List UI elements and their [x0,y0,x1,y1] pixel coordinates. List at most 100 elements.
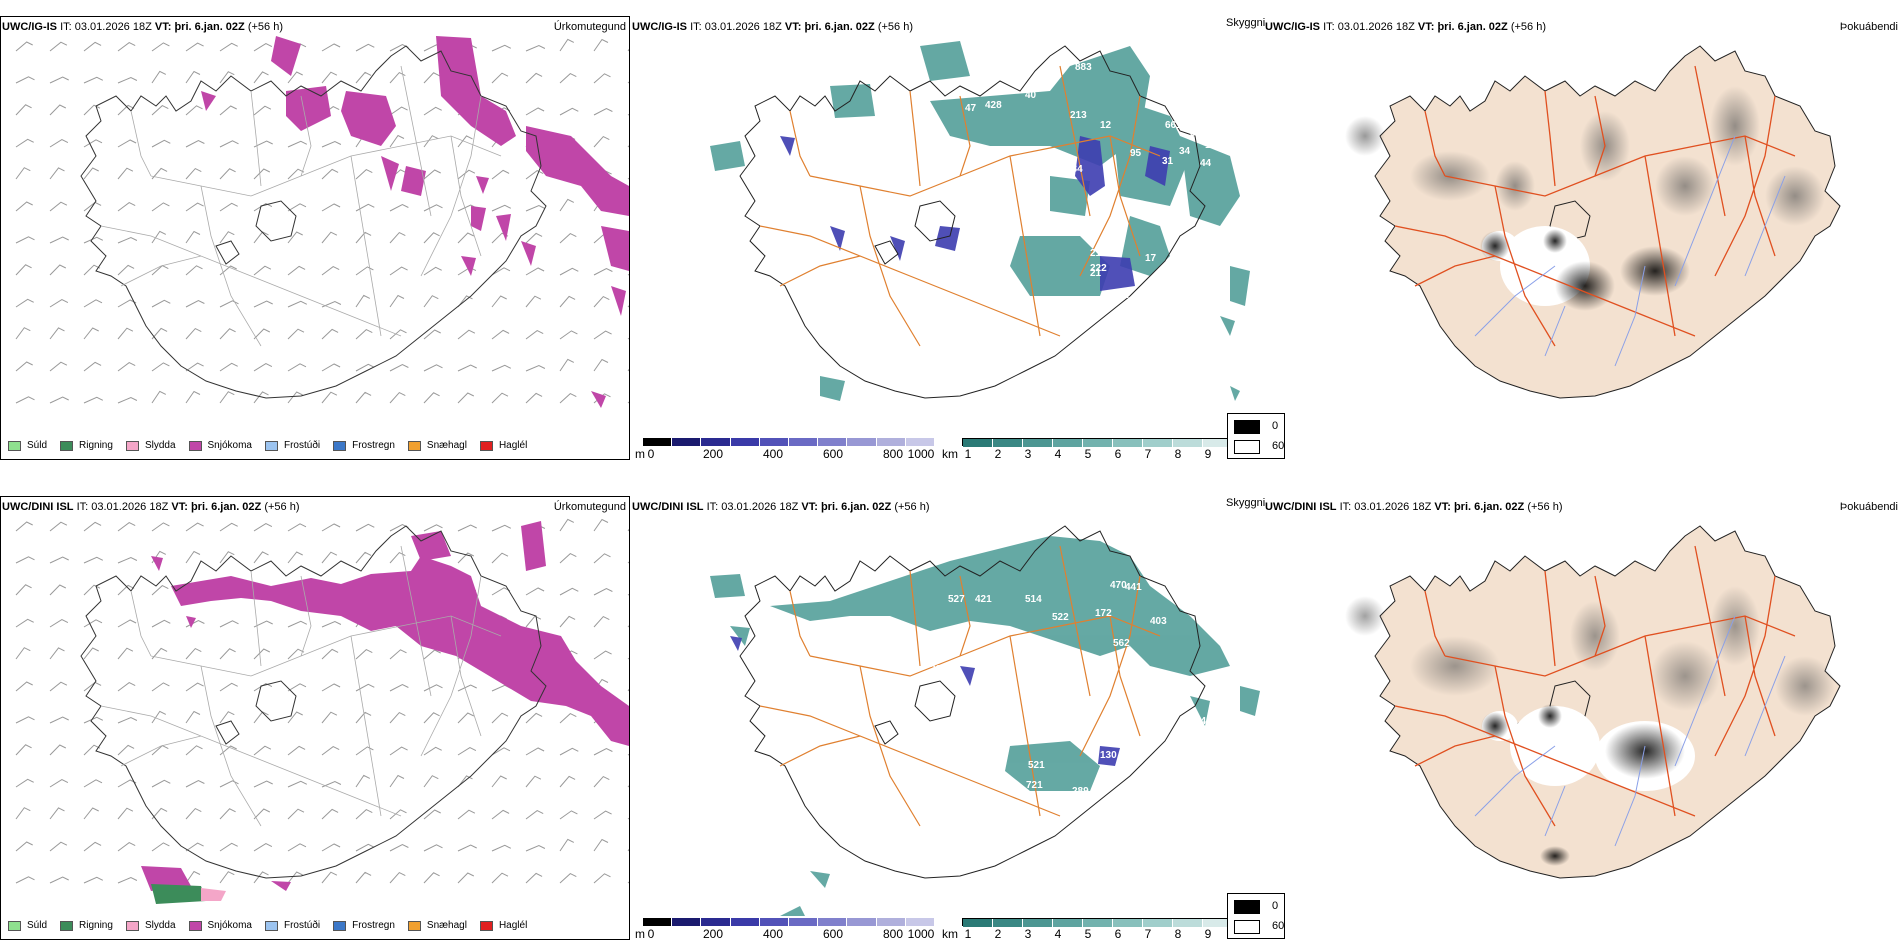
legend-item-snaehagl: Snæhagl [407,920,467,931]
it-label: IT: [706,501,719,513]
cloud-panel-bottom: UWC/DINI ISL IT: 03.01.2026 18Z VT: þri.… [630,480,1265,950]
model-name: UWC/DINI ISL [1265,501,1337,513]
visibility-colorbar-segment [1113,439,1143,447]
legend-swatch [407,440,421,451]
panel-header: UWC/DINI ISL IT: 03.01.2026 18Z VT: þri.… [632,501,930,514]
legend-label: Frostregn [352,920,395,931]
cloud-title: Skyggni [1226,497,1266,509]
ceiling-tick: 1000 [907,927,935,941]
visibility-colorbar: km 1 2 3 4 5 6 7 8 9 10 [942,438,1264,461]
ceiling-colorbar-segment [701,918,731,926]
visibility-tick: 5 [1084,927,1092,941]
ceiling-tick: 0 [647,447,655,461]
cloud-base-label: 522 [1052,612,1069,623]
it-label: IT: [60,21,72,33]
ceiling-colorbar-segment [730,438,760,446]
ceiling-colorbar-segment [905,918,935,926]
it-label: IT: [76,501,89,513]
legend-swatch [188,920,202,931]
lead-time: (+56 h) [1510,21,1546,33]
precip-map [15,518,629,904]
visibility-colorbar-segment [993,439,1023,447]
ceiling-tick: 400 [762,927,784,941]
ceiling-colorbar-segment [672,918,702,926]
model-name: UWC/DINI ISL [2,501,74,513]
visibility-colorbar-segment [1113,919,1143,927]
lead-time: (+56 h) [247,21,283,33]
legend-label: Haglél [498,920,528,931]
cloud-base-label: 661 [1165,120,1182,131]
precip-title: Úrkomutegund [553,21,626,33]
ceiling-tick: 600 [822,927,844,941]
lead-time: (+56 h) [1527,501,1563,513]
cloud-base-label: 31 [1162,156,1174,167]
visibility-colorbar-segment [1053,439,1083,447]
fog-legend: 0 60 [1227,893,1285,939]
ceiling-colorbar-segment [759,918,789,926]
cloud-base-label: 4 [1200,243,1206,254]
fog-title: Þokuábendi [1839,21,1898,33]
fog-legend-label: 0 [1272,420,1279,432]
ceiling-colorbar-segment [876,438,906,446]
cloud-base-label: 33 [1190,268,1202,279]
visibility-tick: 2 [994,447,1002,461]
fog-legend-swatch-black [1234,420,1260,434]
visibility-colorbar-segment [993,919,1023,927]
ceiling-colorbar-segment [818,438,848,446]
ceiling-tick: 200 [702,927,724,941]
cloud-base-label: 562 [1113,638,1130,649]
legend-label: Slydda [144,920,176,931]
cloud-base-label: 222 [1090,263,1107,274]
precip-panel-bottom: UWC/DINI ISL IT: 03.01.2026 18Z VT: þri.… [0,480,630,950]
model-name: UWC/IG-IS [632,21,687,33]
cloud-base-label: 40 [1025,90,1037,101]
legend-label: Snjókoma [207,920,252,931]
lead-time: (+56 h) [264,501,300,513]
visibility-colorbar-segment [1143,439,1173,447]
cloud-base-label: 514 [1025,594,1042,605]
visibility-colorbar-segment [963,919,993,927]
legend-item-frostregn: Frostregn [333,440,395,451]
visibility-colorbar-segment [1173,919,1203,927]
legend-swatch [264,920,278,931]
visibility-colorbar: km 1 2 3 4 5 6 7 8 9 10 [942,918,1264,941]
vt-value: þri. 6.jan. 02Z [820,501,892,513]
ceiling-tick: 800 [882,927,904,941]
legend-label: Snjókoma [207,440,252,451]
ceiling-colorbar-segment [730,918,760,926]
panel-header: UWC/DINI ISL IT: 03.01.2026 18Z VT: þri.… [1265,501,1563,514]
ceiling-tick: 1000 [907,447,935,461]
legend-item-snjokoma: Snjókoma [188,920,252,931]
vt-label: VT: [171,501,188,513]
legend-swatch [407,920,421,931]
cloud-base-label: 5 [1190,128,1196,139]
cloud-base-label: 95 [1130,148,1142,159]
cloud-title: Skyggni [1226,17,1266,29]
ceiling-colorbar-segment [905,438,935,446]
visibility-colorbar-segment [1023,439,1053,447]
panel-header: UWC/IG-IS IT: 03.01.2026 18Z VT: þri. 6.… [1265,21,1546,34]
cloud-base-label: 527 [948,594,965,605]
legend-item-frostudi: Frostúði [264,440,320,451]
ceiling-colorbar-segment [876,918,906,926]
ceiling-unit: m [635,927,645,941]
fog-legend-label: 60 [1272,440,1285,452]
cloud-base-label: 21 [1090,248,1102,259]
ceiling-colorbar-segment [789,918,819,926]
cloud-base-label: 521 [1028,760,1045,771]
fog-panel-top: UWC/IG-IS IT: 03.01.2026 18Z VT: þri. 6.… [1227,0,1900,470]
visibility-colorbar-segment [1173,439,1203,447]
cloud-base-label: 213 [1070,110,1087,121]
legend-item-sud: Súld [8,920,47,931]
lead-time: (+56 h) [877,21,913,33]
ceiling-colorbar: m 0 200 400 600 800 1000 [635,918,935,941]
legend-item-haglel: Haglél [479,920,528,931]
vt-label: VT: [784,21,802,33]
cloud-base-label: 34 [1179,146,1191,157]
cloud-base-label: 47 [965,103,977,114]
legend-item-slydda: Slydda [125,920,176,931]
vt-label: VT: [1417,21,1435,33]
vt-value: þri. 6.jan. 02Z [1453,501,1525,513]
legend-label: Súld [27,440,48,451]
precip-map [15,36,629,408]
